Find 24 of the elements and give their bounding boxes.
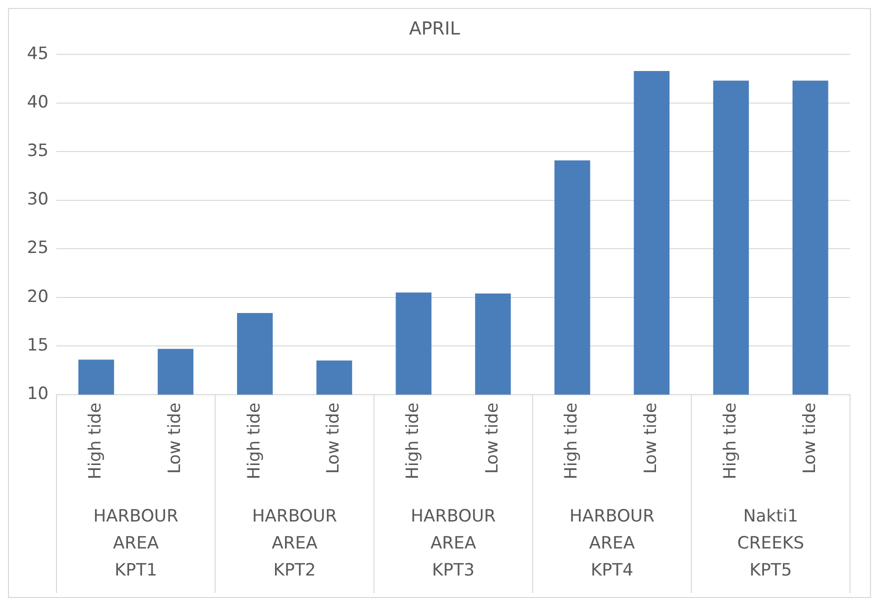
y-tick-label: 15 — [26, 334, 49, 354]
y-tick-label: 45 — [26, 42, 49, 63]
x-tick-label: High tide — [719, 402, 740, 480]
x-tick-label: High tide — [84, 402, 105, 480]
text: HARBOUR AREA KPT4 — [570, 506, 655, 580]
y-tick-label: 30 — [26, 188, 49, 209]
x-tick-label: High tide — [402, 402, 422, 480]
x-tick-label: Low tide — [798, 402, 819, 474]
x-tick-label: High tide — [560, 402, 581, 480]
text: HARBOUR AREA KPT2 — [252, 506, 338, 580]
y-tick-label: 10 — [26, 382, 49, 403]
y-tick-label: 35 — [26, 140, 49, 160]
x-tick-label: Low tide — [322, 402, 343, 474]
chart-title: APRIL — [409, 18, 460, 40]
x-tick-label: High tide — [243, 402, 264, 480]
y-tick-label: 25 — [26, 237, 49, 258]
text: Nakti1 CREEKS KPT5 — [737, 506, 804, 580]
y-tick-label: 40 — [26, 91, 49, 112]
text: HARBOUR AREA KPT3 — [410, 506, 496, 580]
x-tick-label: Low tide — [640, 402, 660, 474]
x-tick-label: Low tide — [164, 402, 184, 474]
y-tick-label: 20 — [26, 286, 49, 306]
text: HARBOUR AREA KPT1 — [93, 506, 179, 580]
x-tick-label: Low tide — [481, 402, 502, 474]
